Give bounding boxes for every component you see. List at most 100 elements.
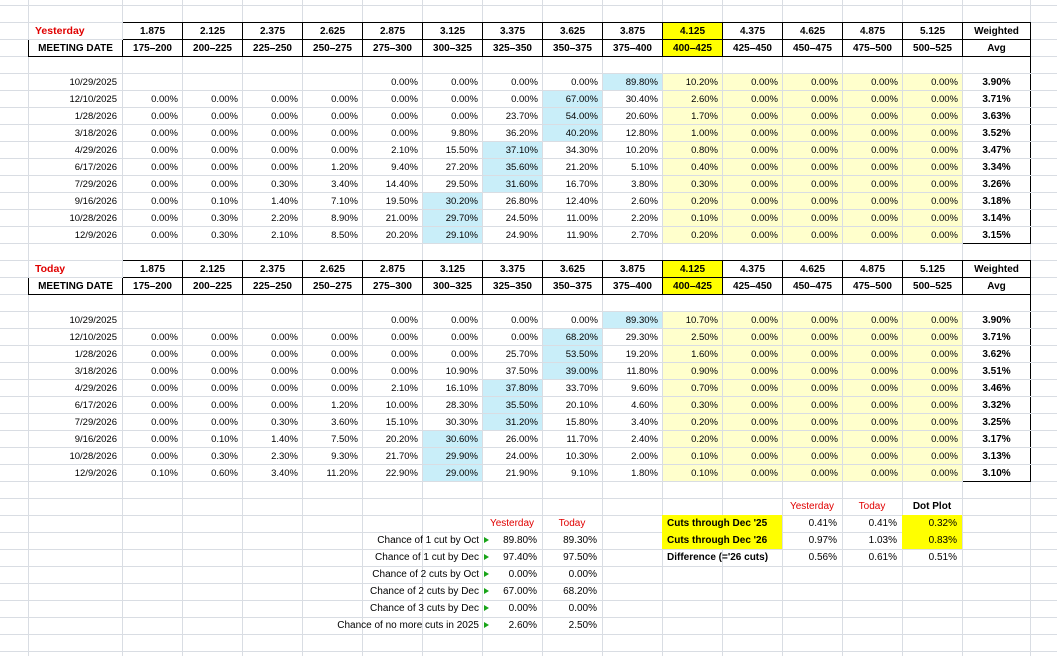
probability-cell[interactable]: 15.80% xyxy=(542,413,603,431)
empty-cell[interactable] xyxy=(28,56,123,74)
probability-cell[interactable]: 0.00% xyxy=(122,141,183,159)
today-value-cell[interactable]: 1.03% xyxy=(868,535,897,546)
probability-cell[interactable]: 0.00% xyxy=(902,90,963,108)
rate-range-header-cell[interactable]: 300–325 xyxy=(422,277,483,295)
probability-cell[interactable]: 33.70% xyxy=(542,379,603,397)
probability-cell[interactable]: 1.70% xyxy=(662,107,723,125)
probability-cell[interactable]: 0.30% xyxy=(242,175,303,193)
today-value-cell[interactable]: 97.50% xyxy=(563,552,597,563)
probability-cell[interactable]: 0.00% xyxy=(122,345,183,363)
probability-cell[interactable]: 0.00% xyxy=(842,413,903,431)
weighted-avg-cell[interactable]: 3.47% xyxy=(962,141,1031,159)
probability-cell[interactable]: 0.00% xyxy=(182,107,243,125)
weighted-avg-cell[interactable]: 3.62% xyxy=(962,345,1031,363)
empty-avg-cell[interactable] xyxy=(962,294,1031,312)
rate-range-header-cell[interactable]: 225–250 xyxy=(242,277,303,295)
empty-cell[interactable] xyxy=(662,294,723,312)
max-probability-cell[interactable]: 29.10% xyxy=(422,226,483,244)
probability-cell[interactable]: 0.00% xyxy=(782,345,843,363)
probability-cell[interactable]: 21.20% xyxy=(542,158,603,176)
today-value-cell[interactable]: 68.20% xyxy=(563,586,597,597)
probability-cell[interactable]: 0.00% xyxy=(902,311,963,329)
probability-cell[interactable]: 0.00% xyxy=(302,328,363,346)
empty-cell[interactable] xyxy=(302,294,363,312)
probability-cell[interactable]: 1.40% xyxy=(242,192,303,210)
rate-range-header-cell[interactable]: 450–475 xyxy=(782,277,843,295)
probability-cell[interactable]: 9.60% xyxy=(602,379,663,397)
probability-cell[interactable]: 0.00% xyxy=(842,73,903,91)
max-probability-cell[interactable]: 31.20% xyxy=(482,413,543,431)
meeting-date-cell[interactable]: 3/18/2026 xyxy=(28,124,123,142)
max-probability-cell[interactable]: 89.30% xyxy=(602,311,663,329)
probability-cell[interactable]: 0.00% xyxy=(842,192,903,210)
probability-cell[interactable]: 0.00% xyxy=(722,430,783,448)
probability-cell[interactable]: 0.00% xyxy=(842,141,903,159)
rate-range-header-cell[interactable]: 250–275 xyxy=(302,39,363,57)
probability-cell[interactable]: 0.00% xyxy=(782,328,843,346)
probability-cell[interactable]: 2.00% xyxy=(602,447,663,465)
rate-level-header-cell[interactable]: 1.875 xyxy=(122,22,183,40)
rate-level-header-cell[interactable]: 4.625 xyxy=(782,22,843,40)
probability-cell[interactable]: 0.00% xyxy=(182,175,243,193)
rate-level-header-cell[interactable]: 2.875 xyxy=(362,260,423,278)
meeting-date-cell[interactable]: 9/16/2026 xyxy=(28,192,123,210)
probability-cell[interactable]: 5.10% xyxy=(602,158,663,176)
probability-cell[interactable]: 0.00% xyxy=(182,158,243,176)
empty-cell[interactable] xyxy=(482,294,543,312)
probability-cell[interactable]: 9.80% xyxy=(422,124,483,142)
probability-cell[interactable]: 0.00% xyxy=(122,328,183,346)
probability-cell[interactable]: 0.00% xyxy=(242,328,303,346)
probability-cell[interactable]: 0.00% xyxy=(482,311,543,329)
empty-cell[interactable] xyxy=(842,294,903,312)
probability-cell[interactable]: 10.20% xyxy=(602,141,663,159)
probability-cell[interactable]: 0.00% xyxy=(842,447,903,465)
probability-cell[interactable]: 0.00% xyxy=(842,328,903,346)
probability-cell[interactable]: 0.00% xyxy=(722,90,783,108)
probability-cell[interactable]: 23.70% xyxy=(482,107,543,125)
rate-level-header-cell[interactable]: 3.125 xyxy=(422,22,483,40)
max-probability-cell[interactable]: 30.20% xyxy=(422,192,483,210)
yesterday-value-cell[interactable]: 0.56% xyxy=(808,552,837,563)
probability-cell[interactable]: 0.00% xyxy=(482,90,543,108)
probability-cell[interactable]: 0.00% xyxy=(242,396,303,414)
empty-cell[interactable] xyxy=(722,56,783,74)
probability-cell[interactable]: 0.10% xyxy=(662,447,723,465)
today-value-cell[interactable]: 0.41% xyxy=(868,518,897,529)
meeting-date-cell[interactable]: 4/29/2026 xyxy=(28,141,123,159)
meeting-date-cell[interactable]: 1/28/2026 xyxy=(28,345,123,363)
probability-cell[interactable]: 0.00% xyxy=(422,90,483,108)
probability-cell[interactable]: 27.20% xyxy=(422,158,483,176)
avg-header-cell[interactable]: Avg xyxy=(962,277,1031,295)
probability-cell[interactable]: 0.00% xyxy=(362,73,423,91)
empty-cell[interactable] xyxy=(122,56,183,74)
probability-cell[interactable]: 0.20% xyxy=(662,226,723,244)
meeting-date-cell[interactable]: 1/28/2026 xyxy=(28,107,123,125)
max-probability-cell[interactable]: 68.20% xyxy=(542,328,603,346)
meeting-date-header-cell[interactable]: MEETING DATE xyxy=(28,277,123,295)
meeting-date-cell[interactable]: 12/10/2025 xyxy=(28,328,123,346)
max-probability-cell[interactable]: 31.60% xyxy=(482,175,543,193)
rate-range-header-cell[interactable]: 500–525 xyxy=(902,277,963,295)
probability-cell[interactable]: 9.10% xyxy=(542,464,603,482)
meeting-date-cell[interactable]: 10/29/2025 xyxy=(28,311,123,329)
probability-cell[interactable]: 0.00% xyxy=(182,379,243,397)
probability-cell[interactable]: 2.10% xyxy=(242,226,303,244)
probability-cell[interactable]: 7.10% xyxy=(302,192,363,210)
rate-level-header-cell[interactable]: 2.625 xyxy=(302,260,363,278)
weighted-avg-cell[interactable]: 3.17% xyxy=(962,430,1031,448)
probability-cell[interactable]: 0.00% xyxy=(782,141,843,159)
empty-cell[interactable] xyxy=(902,294,963,312)
probability-cell[interactable] xyxy=(302,73,363,91)
probability-cell[interactable]: 15.10% xyxy=(362,413,423,431)
probability-cell[interactable]: 3.40% xyxy=(302,175,363,193)
rate-level-header-cell[interactable]: 3.125 xyxy=(422,260,483,278)
probability-cell[interactable]: 1.00% xyxy=(662,124,723,142)
table-title[interactable]: Yesterday xyxy=(28,22,123,40)
probability-cell[interactable]: 25.70% xyxy=(482,345,543,363)
probability-cell[interactable]: 36.20% xyxy=(482,124,543,142)
rate-range-header-cell[interactable]: 200–225 xyxy=(182,277,243,295)
rate-range-header-cell[interactable]: 400–425 xyxy=(662,39,723,57)
probability-cell[interactable]: 0.00% xyxy=(782,396,843,414)
probability-cell[interactable]: 0.00% xyxy=(902,192,963,210)
probability-cell[interactable]: 0.00% xyxy=(242,141,303,159)
